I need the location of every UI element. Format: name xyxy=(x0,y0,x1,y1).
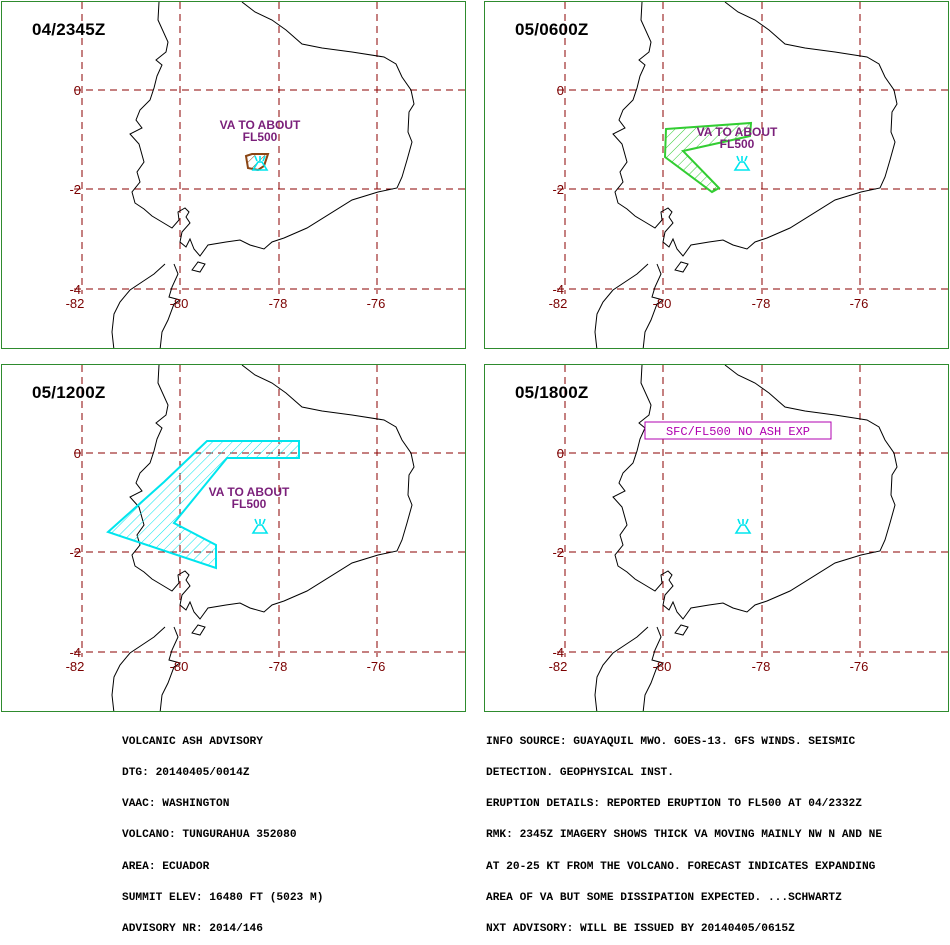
no-ash-label: SFC/FL500 NO ASH EXP xyxy=(666,425,810,439)
longitude-label: -78 xyxy=(269,659,288,674)
latitude-label: -4 xyxy=(69,645,81,660)
va-label-line2: FL500 xyxy=(232,497,267,511)
advisory-line: AREA: ECUADOR xyxy=(122,860,210,873)
volcano-icon xyxy=(733,155,751,171)
advisory-line: DTG: 20140405/0014Z xyxy=(122,767,250,780)
longitude-label: -82 xyxy=(66,296,85,311)
longitude-label: -78 xyxy=(752,296,771,311)
map-panel-2: -82 -80 -78 -76 0 -2 -4 VA TO ABOUT FL500 05/060… xyxy=(484,1,949,349)
volcano-icon xyxy=(251,155,269,171)
advisory-line: INFO SOURCE: GUAYAQUIL MWO. GOES-13. GFS… xyxy=(486,735,856,748)
panel-time-label: 05/1800Z xyxy=(515,383,589,402)
advisory-line: ERUPTION DETAILS: REPORTED ERUPTION TO F… xyxy=(486,798,862,811)
latitude-label: -2 xyxy=(552,182,564,197)
advisory-line: SUMMIT ELEV: 16480 FT (5023 M) xyxy=(122,891,324,904)
volcano-icon xyxy=(251,518,269,534)
advisory-info-right: INFO SOURCE: GUAYAQUIL MWO. GOES-13. GFS… xyxy=(486,716,882,945)
no-ash-label-box xyxy=(644,421,832,440)
panel-time-label: 04/2345Z xyxy=(32,20,106,39)
volcano-icon xyxy=(734,518,752,534)
island xyxy=(191,261,206,273)
island xyxy=(674,624,689,636)
longitude-label: -76 xyxy=(850,659,869,674)
latitude-label: 0 xyxy=(74,446,81,461)
lat-lon-grid xyxy=(74,2,465,294)
longitude-label: -80 xyxy=(653,296,672,311)
coastline-south xyxy=(111,626,182,711)
latitude-label: -4 xyxy=(552,282,564,297)
advisory-line: ADVISORY NR: 2014/146 xyxy=(122,923,263,936)
longitude-label: -76 xyxy=(367,296,386,311)
latitude-label: 0 xyxy=(557,446,564,461)
advisory-line: DETECTION. GEOPHYSICAL INST. xyxy=(486,767,674,780)
island xyxy=(674,261,689,273)
longitude-label: -78 xyxy=(269,296,288,311)
lat-lon-grid xyxy=(74,365,465,657)
longitude-label: -80 xyxy=(653,659,672,674)
coastline xyxy=(129,2,415,257)
island xyxy=(191,624,206,636)
advisory-line: RMK: 2345Z IMAGERY SHOWS THICK VA MOVING… xyxy=(486,829,883,842)
latitude-label: 0 xyxy=(557,83,564,98)
longitude-label: -82 xyxy=(549,296,568,311)
advisory-line: AREA OF VA BUT SOME DISSIPATION EXPECTED… xyxy=(486,891,842,904)
latitude-label: -4 xyxy=(69,282,81,297)
map-panel-3: -82 -80 -78 -76 0 -2 -4 VA TO ABOUT FL500 05/120… xyxy=(1,364,466,712)
ash-cloud-area xyxy=(663,121,753,194)
map-panel-1: -82 -80 -78 -76 0 -2 -4 VA TO ABOUT FL500 04/234… xyxy=(1,1,466,349)
advisory-line: NXT ADVISORY: WILL BE ISSUED BY 20140405… xyxy=(486,923,795,936)
advisory-line: AT 20-25 KT FROM THE VOLCANO. FORECAST I… xyxy=(486,860,876,873)
va-label-line1: VA TO ABOUT xyxy=(697,125,778,139)
va-label-line1: VA TO ABOUT xyxy=(220,118,301,132)
coastline-south xyxy=(111,263,182,348)
map-panel-4: -82 -80 -78 -76 0 -2 -4 SFC/FL500 NO ASH EXP 05… xyxy=(484,364,949,712)
va-label-line2: FL500 xyxy=(720,137,755,151)
longitude-label: -78 xyxy=(752,659,771,674)
latitude-label: -2 xyxy=(552,545,564,560)
coastline xyxy=(612,365,898,620)
va-label-line1: VA TO ABOUT xyxy=(209,485,290,499)
longitude-label: -80 xyxy=(170,296,189,311)
longitude-label: -80 xyxy=(170,659,189,674)
coastline-south xyxy=(594,263,665,348)
latitude-label: 0 xyxy=(74,83,81,98)
advisory-info-left: VOLCANIC ASH ADVISORY DTG: 20140405/0014… xyxy=(122,716,323,945)
advisory-line: VOLCANIC ASH ADVISORY xyxy=(122,735,263,748)
va-label-line2: FL500 xyxy=(243,130,278,144)
longitude-label: -76 xyxy=(850,296,869,311)
lat-lon-grid xyxy=(557,2,948,294)
advisory-line: VAAC: WASHINGTON xyxy=(122,798,230,811)
panel-time-label: 05/1200Z xyxy=(32,383,106,402)
map-svg-4: -82 -80 -78 -76 0 -2 -4 SFC/FL500 NO ASH EXP xyxy=(549,365,948,711)
coastline-south xyxy=(594,626,665,711)
coastline xyxy=(129,365,415,620)
longitude-label: -82 xyxy=(66,659,85,674)
advisory-line: VOLCANO: TUNGURAHUA 352080 xyxy=(122,829,297,842)
longitude-label: -76 xyxy=(367,659,386,674)
latitude-label: -4 xyxy=(552,645,564,660)
coastline xyxy=(612,2,898,257)
latitude-label: -2 xyxy=(69,182,81,197)
lat-lon-grid xyxy=(557,365,948,657)
ash-cloud-area xyxy=(106,440,300,570)
latitude-label: -2 xyxy=(69,545,81,560)
panel-time-label: 05/0600Z xyxy=(515,20,589,39)
longitude-label: -82 xyxy=(549,659,568,674)
